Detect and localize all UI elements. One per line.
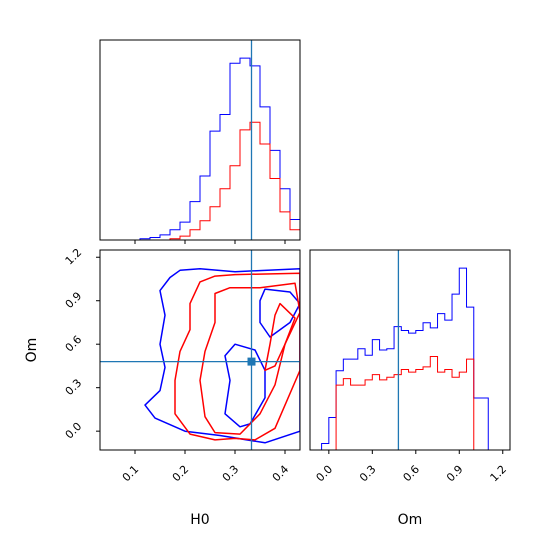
joint-panel: 0.1 0.2 0.3 0.4 0.0 0.3 0.6 0.9 1.2 H0 Om (24, 246, 301, 528)
om-marginal-x-tick-label-2: 0.6 (401, 463, 423, 485)
joint-contours (100, 250, 300, 450)
y-axis-label-om: Om (24, 338, 40, 363)
joint-y-tick-label-1: 0.3 (63, 376, 85, 398)
om-marginal-panel: 0.0 0.3 0.6 0.9 1.2 Om (309, 249, 511, 528)
h0-marginal-frame (99, 39, 301, 241)
h0-marginal-ticks (134, 240, 286, 244)
joint-y-tick-label-2: 0.6 (63, 333, 85, 355)
contour-line-1 (224, 343, 266, 428)
om-marginal-x-tick-label-0: 0.0 (314, 463, 336, 485)
contour-line-2 (259, 288, 300, 338)
contour-line-3 (174, 272, 300, 441)
h0-histogram-series-0 (100, 57, 301, 241)
om-marginal-x-tick-label-3: 0.9 (444, 463, 466, 485)
joint-x-tick-label-3: 0.4 (270, 463, 292, 485)
joint-frame (99, 249, 301, 451)
om-marginal-ticks: 0.0 0.3 0.6 0.9 1.2 (314, 450, 509, 484)
h0-marginal-panel (99, 39, 301, 244)
joint-x-tick-label-1: 0.2 (170, 463, 192, 485)
joint-x-tick-label-0: 0.1 (120, 463, 142, 485)
joint-y-tick-label-4: 1.2 (63, 246, 85, 268)
joint-x-tick-label-2: 0.3 (220, 463, 242, 485)
contour-line-5 (264, 302, 296, 372)
om-histogram-series-1 (321, 355, 496, 451)
om-marginal-frame (309, 249, 511, 451)
joint-contour-plot-area (100, 250, 300, 450)
h0-histogram-plot-area (100, 40, 301, 241)
om-marginal-x-tick-label-4: 1.2 (487, 463, 509, 485)
joint-y-tick-label-3: 0.9 (63, 289, 85, 311)
joint-y-tick-label-0: 0.0 (63, 420, 85, 442)
contour-line-0 (144, 268, 300, 444)
truth-point-marker (247, 357, 256, 366)
om-histogram-series-0 (321, 267, 496, 451)
x-axis-label-om: Om (398, 512, 423, 528)
x-axis-label-h0: H0 (190, 512, 209, 528)
om-histogram-plot-area (321, 250, 496, 451)
om-marginal-x-tick-label-1: 0.3 (357, 463, 379, 485)
